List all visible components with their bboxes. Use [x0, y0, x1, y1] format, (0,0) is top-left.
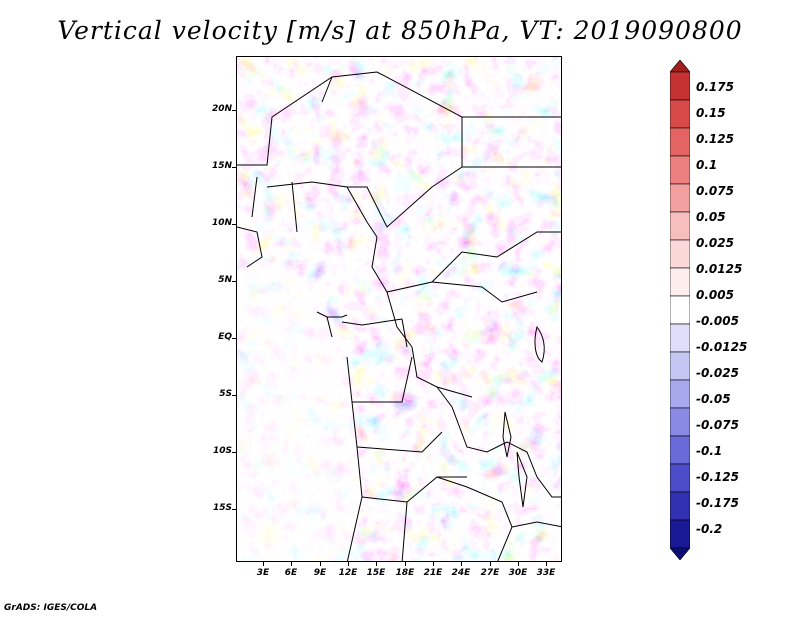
- colorbar-label: -0.005: [696, 314, 739, 328]
- colorbar-top-arrow: [670, 60, 690, 73]
- colorbar-label: -0.1: [696, 444, 723, 458]
- lat-label: 5N: [218, 275, 232, 285]
- lat-label: 5S: [219, 389, 232, 399]
- lon-tick: [490, 562, 491, 566]
- colorbar-segment: [670, 183, 690, 213]
- lon-label: 27E: [480, 568, 500, 578]
- colorbar-label: 0.05: [696, 210, 726, 224]
- lat-tick: [232, 167, 236, 168]
- colorbar-bottom-arrow: [670, 547, 690, 560]
- lon-tick: [320, 562, 321, 566]
- colorbar-label: -0.125: [696, 470, 739, 484]
- colorbar-label: -0.05: [696, 392, 731, 406]
- colorbar-label: -0.025: [696, 366, 739, 380]
- lon-label: 18E: [395, 568, 415, 578]
- lon-tick: [546, 562, 547, 566]
- vertical-velocity-field: [237, 57, 561, 561]
- colorbar-label: 0.125: [696, 132, 734, 146]
- lon-tick: [405, 562, 406, 566]
- colorbar-segment: [670, 127, 690, 157]
- colorbar-label: 0.025: [696, 236, 734, 250]
- lakes: [502, 325, 545, 508]
- lat-tick: [232, 452, 236, 453]
- lat-label: 15S: [212, 503, 232, 513]
- colorbar-segment: [670, 267, 690, 297]
- colorbar-segments: [670, 60, 690, 560]
- lat-tick: [232, 281, 236, 282]
- colorbar-label: -0.175: [696, 496, 739, 510]
- colorbar-segment: [670, 351, 690, 381]
- grads-credit: GrADS: IGES/COLA: [4, 603, 98, 613]
- colorbar-segment: [670, 211, 690, 241]
- lat-tick: [232, 110, 236, 111]
- lon-tick: [433, 562, 434, 566]
- colorbar-label: 0.15: [696, 106, 726, 120]
- lon-tick: [263, 562, 264, 566]
- chart-title: Vertical velocity [m/s] at 850hPa, VT: 2…: [57, 16, 743, 45]
- colorbar-segment: [670, 519, 690, 549]
- colorbar-label: 0.1: [696, 158, 718, 172]
- lon-tick: [291, 562, 292, 566]
- colorbar-segment: [670, 463, 690, 493]
- lon-label: 24E: [451, 568, 471, 578]
- colorbar-segment: [670, 71, 690, 101]
- colorbar-label: -0.075: [696, 418, 739, 432]
- ocean-region: [237, 272, 362, 561]
- colorbar-segment: [670, 435, 690, 465]
- colorbar-label: 0.075: [696, 184, 734, 198]
- lat-label: 10S: [212, 446, 232, 456]
- colorbar-label: 0.0125: [696, 262, 743, 276]
- lat-label: EQ: [218, 332, 232, 342]
- lat-label: 20N: [211, 104, 232, 114]
- colorbar-segment: [670, 407, 690, 437]
- colorbar-segment: [670, 99, 690, 129]
- lon-label: 21E: [423, 568, 443, 578]
- colorbar-label: -0.2: [696, 522, 723, 536]
- lon-label: 30E: [508, 568, 528, 578]
- lon-label: 15E: [366, 568, 386, 578]
- colorbar-label: -0.0125: [696, 340, 748, 354]
- colorbar-segment: [670, 491, 690, 521]
- colorbar: [670, 60, 690, 560]
- lat-label: 10N: [211, 218, 232, 228]
- lon-tick: [376, 562, 377, 566]
- lat-tick: [232, 224, 236, 225]
- lon-tick: [518, 562, 519, 566]
- colorbar-segment: [670, 379, 690, 409]
- colorbar-segment: [670, 155, 690, 185]
- lat-tick: [232, 395, 236, 396]
- colorbar-label: 0.175: [696, 80, 734, 94]
- lat-tick: [232, 338, 236, 339]
- lon-label: 33E: [536, 568, 556, 578]
- lon-label: 6E: [284, 568, 298, 578]
- lon-label: 3E: [256, 568, 270, 578]
- country-borders: [237, 71, 561, 561]
- colorbar-label: 0.005: [696, 288, 734, 302]
- lon-label: 12E: [338, 568, 358, 578]
- lat-tick: [232, 509, 236, 510]
- colorbar-segment: [670, 239, 690, 269]
- lon-label: 9E: [313, 568, 327, 578]
- colorbar-segment: [670, 295, 690, 325]
- map-plot-area: [236, 56, 562, 562]
- lon-tick: [348, 562, 349, 566]
- lon-tick: [461, 562, 462, 566]
- lat-label: 15N: [211, 161, 232, 171]
- colorbar-segment: [670, 323, 690, 353]
